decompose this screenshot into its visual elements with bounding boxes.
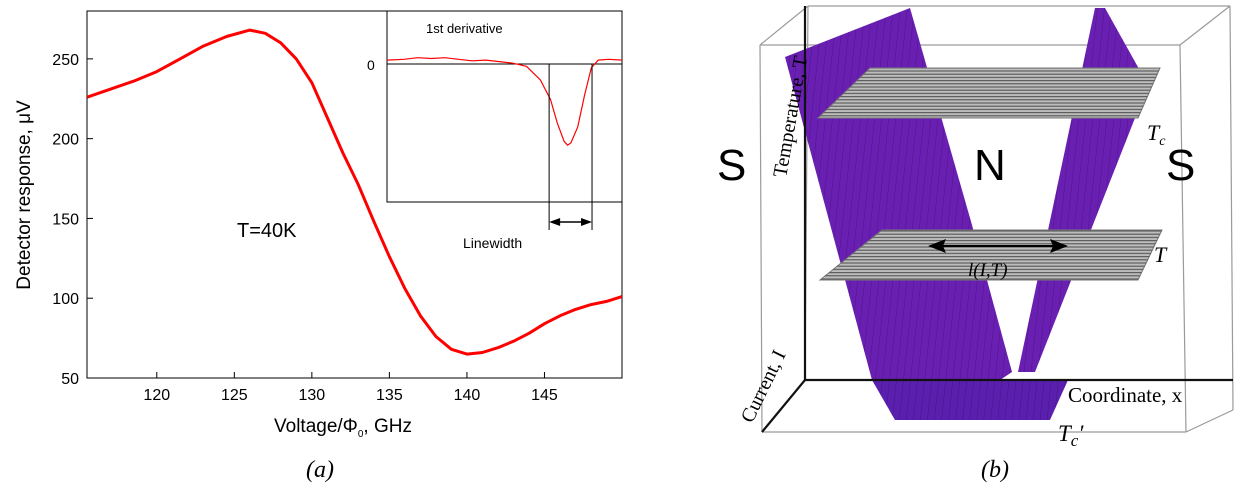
length-label: l(I,T) [968, 260, 1008, 281]
region-left-label: S [717, 141, 746, 190]
plane-tc-label: Tc [1147, 120, 1166, 149]
y-tick-label: 200 [52, 132, 79, 149]
x-axis-label: Voltage/Φ0, GHz [274, 416, 412, 440]
inset-zero-label: 0 [367, 57, 375, 73]
y-tick-label: 250 [52, 52, 79, 69]
inset-derivative: 1st derivative 0 Linewidth [367, 11, 622, 251]
x-tick-label: 145 [531, 387, 558, 404]
panel-b-label: (b) [981, 457, 1009, 483]
inset-title: 1st derivative [426, 21, 503, 36]
y-tick-label: 100 [52, 291, 79, 308]
x-axis-ticks: 120 125 130 135 140 145 [143, 372, 557, 404]
x-tick-label: 125 [221, 387, 248, 404]
temperature-annotation: T=40K [237, 220, 297, 242]
linewidth-label: Linewidth [463, 235, 522, 251]
linewidth-arrowhead-right [581, 218, 592, 226]
x-tick-label: 140 [454, 387, 481, 404]
region-right-label: S [1166, 141, 1195, 190]
coordinate-axis-label: Coordinate, x [1068, 383, 1183, 407]
current-axis-label: Current, I [737, 347, 791, 427]
y-axis-label: Detector response, μV [14, 100, 35, 290]
x-tick-label: 120 [143, 387, 170, 404]
y-tick-label: 50 [61, 371, 79, 388]
linewidth-arrowhead-left [549, 218, 560, 226]
panel-a-label: (a) [306, 457, 334, 483]
x-tick-label: 135 [376, 387, 403, 404]
bottom-tc-prime-label: Tc′ [1058, 421, 1084, 450]
plane-t-label: T [1154, 242, 1168, 267]
x-tick-label: 130 [299, 387, 326, 404]
inset-frame [387, 11, 622, 202]
y-tick-label: 150 [52, 211, 79, 228]
region-middle-label: N [974, 141, 1006, 190]
panel-b: l(I,T) S N S Temperature, T Current, I C… [717, 6, 1233, 483]
